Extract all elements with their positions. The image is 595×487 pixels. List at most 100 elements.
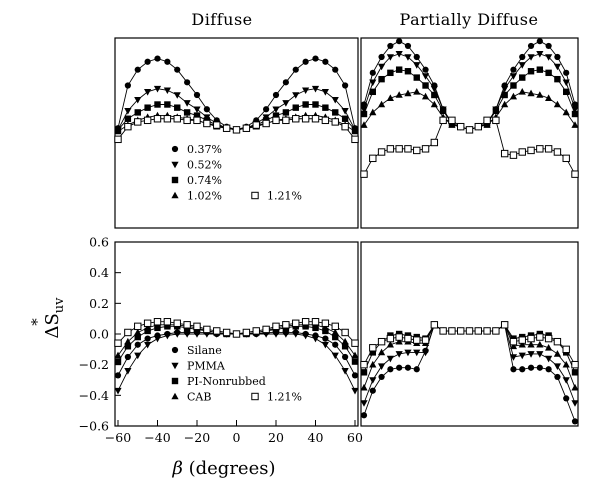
data-point bbox=[164, 101, 171, 108]
data-point bbox=[536, 51, 544, 58]
data-point bbox=[369, 154, 377, 163]
data-point bbox=[272, 106, 280, 114]
series-0-52- bbox=[360, 51, 579, 134]
svg-text:ΔSuv: ΔSuv bbox=[42, 297, 67, 339]
data-point bbox=[378, 373, 385, 381]
data-point bbox=[193, 116, 201, 125]
data-point bbox=[311, 318, 320, 326]
series-line bbox=[117, 332, 356, 376]
y-tick-label: −0.2 bbox=[79, 357, 109, 372]
data-point bbox=[562, 345, 570, 354]
data-point bbox=[386, 145, 395, 153]
data-point bbox=[360, 360, 368, 369]
data-point bbox=[301, 115, 310, 123]
data-point bbox=[421, 336, 430, 344]
data-point bbox=[134, 96, 142, 104]
data-point bbox=[351, 127, 359, 135]
data-point bbox=[124, 108, 132, 115]
series-line bbox=[117, 88, 356, 131]
data-point bbox=[536, 66, 544, 73]
data-point bbox=[331, 118, 339, 126]
panel-bottom-left: −60 −40 −20 0 20 40 60 −0.6 −0.4 −0.2 0.0 0.2 0.4 0.6… bbox=[79, 235, 363, 446]
data-point bbox=[396, 364, 403, 371]
data-point bbox=[302, 87, 310, 95]
y-tick-label: −0.6 bbox=[79, 419, 109, 434]
data-point bbox=[413, 366, 420, 373]
data-point bbox=[213, 327, 221, 335]
data-point bbox=[360, 101, 368, 108]
data-point bbox=[341, 343, 349, 350]
data-point bbox=[510, 82, 517, 89]
data-point bbox=[144, 58, 151, 65]
data-point bbox=[430, 100, 438, 108]
legend-label: 0.74% bbox=[187, 174, 222, 187]
data-point bbox=[341, 108, 349, 115]
data-point bbox=[173, 319, 181, 327]
data-point bbox=[387, 366, 394, 373]
data-point bbox=[571, 369, 579, 376]
data-point bbox=[369, 79, 377, 87]
series-1-21- bbox=[360, 321, 579, 369]
data-point bbox=[386, 340, 394, 348]
legend-label: 0.37% bbox=[187, 143, 222, 156]
data-point bbox=[154, 324, 161, 332]
data-point bbox=[431, 91, 438, 99]
data-point bbox=[143, 319, 152, 327]
data-point bbox=[282, 116, 290, 125]
data-point bbox=[242, 328, 251, 337]
data-point bbox=[421, 92, 430, 100]
data-point bbox=[154, 101, 161, 108]
data-point bbox=[183, 116, 191, 125]
data-point bbox=[331, 352, 339, 360]
data-point bbox=[292, 331, 300, 338]
y-axis-title-sub: uv bbox=[52, 297, 67, 313]
data-point bbox=[351, 372, 359, 379]
data-point bbox=[553, 100, 562, 108]
data-point bbox=[492, 107, 500, 115]
data-point bbox=[544, 334, 553, 343]
data-point bbox=[448, 121, 456, 128]
y-tick-label: −0.4 bbox=[79, 388, 109, 403]
data-point bbox=[154, 55, 161, 62]
data-point bbox=[153, 335, 162, 343]
data-point bbox=[474, 122, 482, 131]
data-point bbox=[545, 54, 553, 61]
data-point bbox=[342, 82, 349, 89]
data-point bbox=[536, 38, 543, 45]
data-point bbox=[439, 107, 447, 115]
panel-frame-bottom-right bbox=[360, 241, 579, 427]
legend-marker bbox=[171, 392, 179, 400]
data-point bbox=[387, 69, 394, 77]
data-point bbox=[173, 331, 181, 338]
data-point bbox=[571, 400, 579, 407]
x-tick-label: 40 bbox=[308, 430, 324, 445]
data-point bbox=[144, 341, 152, 349]
x-tick-label: −20 bbox=[184, 430, 210, 445]
data-point bbox=[193, 322, 201, 331]
data-point bbox=[262, 119, 270, 128]
x-tick-label: 20 bbox=[268, 430, 284, 445]
data-point bbox=[322, 58, 329, 65]
data-point bbox=[404, 349, 412, 357]
column-title-partially-diffuse: Partially Diffuse bbox=[400, 10, 539, 29]
data-point bbox=[527, 340, 535, 348]
data-point bbox=[302, 332, 310, 340]
legend-marker bbox=[171, 161, 179, 169]
data-point bbox=[369, 88, 376, 96]
data-point bbox=[292, 92, 300, 99]
legend: 0.37% 0.52% 0.74% 1.02% 1.21% bbox=[171, 143, 302, 203]
data-point bbox=[562, 154, 570, 163]
data-point bbox=[457, 327, 465, 335]
data-point bbox=[554, 75, 561, 83]
data-point bbox=[562, 360, 570, 368]
data-point bbox=[527, 89, 535, 97]
data-point bbox=[395, 333, 403, 341]
data-point bbox=[272, 331, 280, 338]
data-point bbox=[377, 337, 386, 346]
data-point bbox=[341, 328, 349, 337]
data-point bbox=[184, 79, 191, 86]
data-point bbox=[321, 116, 330, 125]
data-point bbox=[554, 373, 561, 381]
data-point bbox=[302, 101, 309, 108]
data-point bbox=[377, 148, 386, 156]
